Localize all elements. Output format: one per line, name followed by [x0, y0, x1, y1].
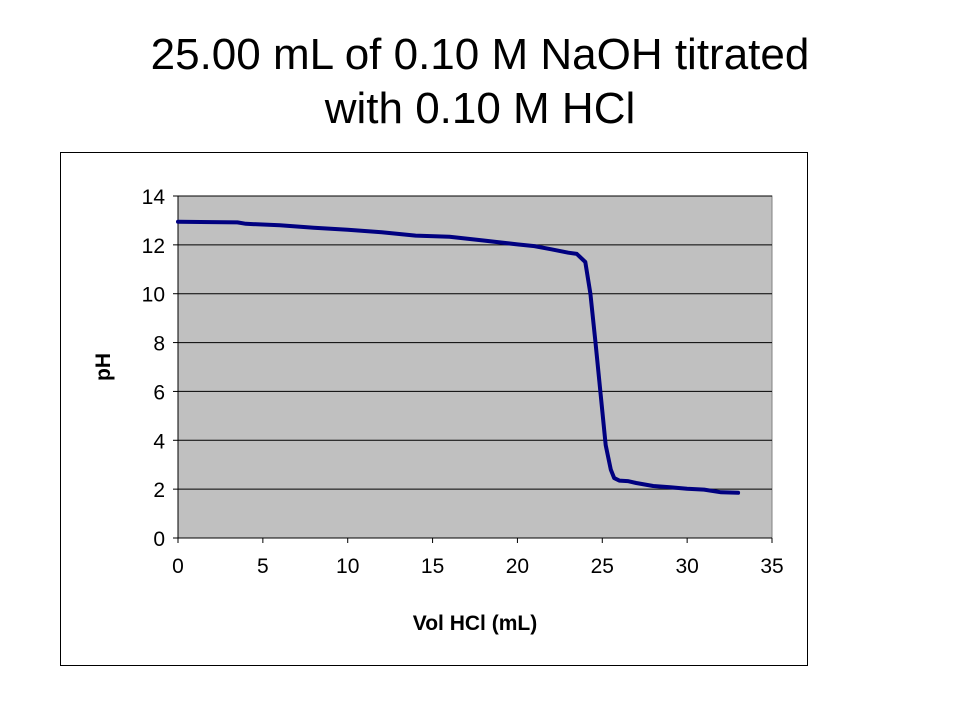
y-tick-label: 4	[153, 430, 165, 453]
y-axis-title: pH	[92, 353, 115, 381]
x-tick-label: 20	[506, 555, 529, 578]
x-tick-label: 30	[675, 555, 698, 578]
y-tick-label: 0	[153, 528, 165, 551]
axes	[173, 195, 773, 543]
y-tick-labels: 0 2 4 6 8 10 12 14	[142, 186, 166, 551]
x-axis-title: Vol HCl (mL)	[413, 612, 537, 635]
y-tick-label: 2	[153, 479, 165, 502]
series-line-ph	[176, 219, 741, 495]
x-tick-label: 15	[421, 555, 444, 578]
slide-title: 25.00 mL of 0.10 M NaOH titrated with 0.…	[0, 28, 960, 136]
y-tick-label: 8	[153, 333, 165, 356]
plot-area	[177, 195, 773, 539]
y-tick-label: 12	[142, 235, 165, 258]
x-tick-label: 25	[591, 555, 614, 578]
y-tick-label: 6	[153, 381, 165, 404]
x-tick-labels: 0 5 10 15 20 25 30 35	[172, 555, 784, 578]
slide-title-line2: with 0.10 M HCl	[324, 84, 636, 133]
slide-title-line1: 25.00 mL of 0.10 M NaOH titrated	[150, 30, 810, 79]
y-tick-label: 14	[142, 186, 166, 209]
x-tick-label: 0	[172, 555, 184, 578]
y-tick-label: 10	[142, 284, 165, 307]
x-tick-label: 35	[760, 555, 783, 578]
x-tick-label: 5	[257, 555, 269, 578]
x-tick-label: 10	[336, 555, 359, 578]
